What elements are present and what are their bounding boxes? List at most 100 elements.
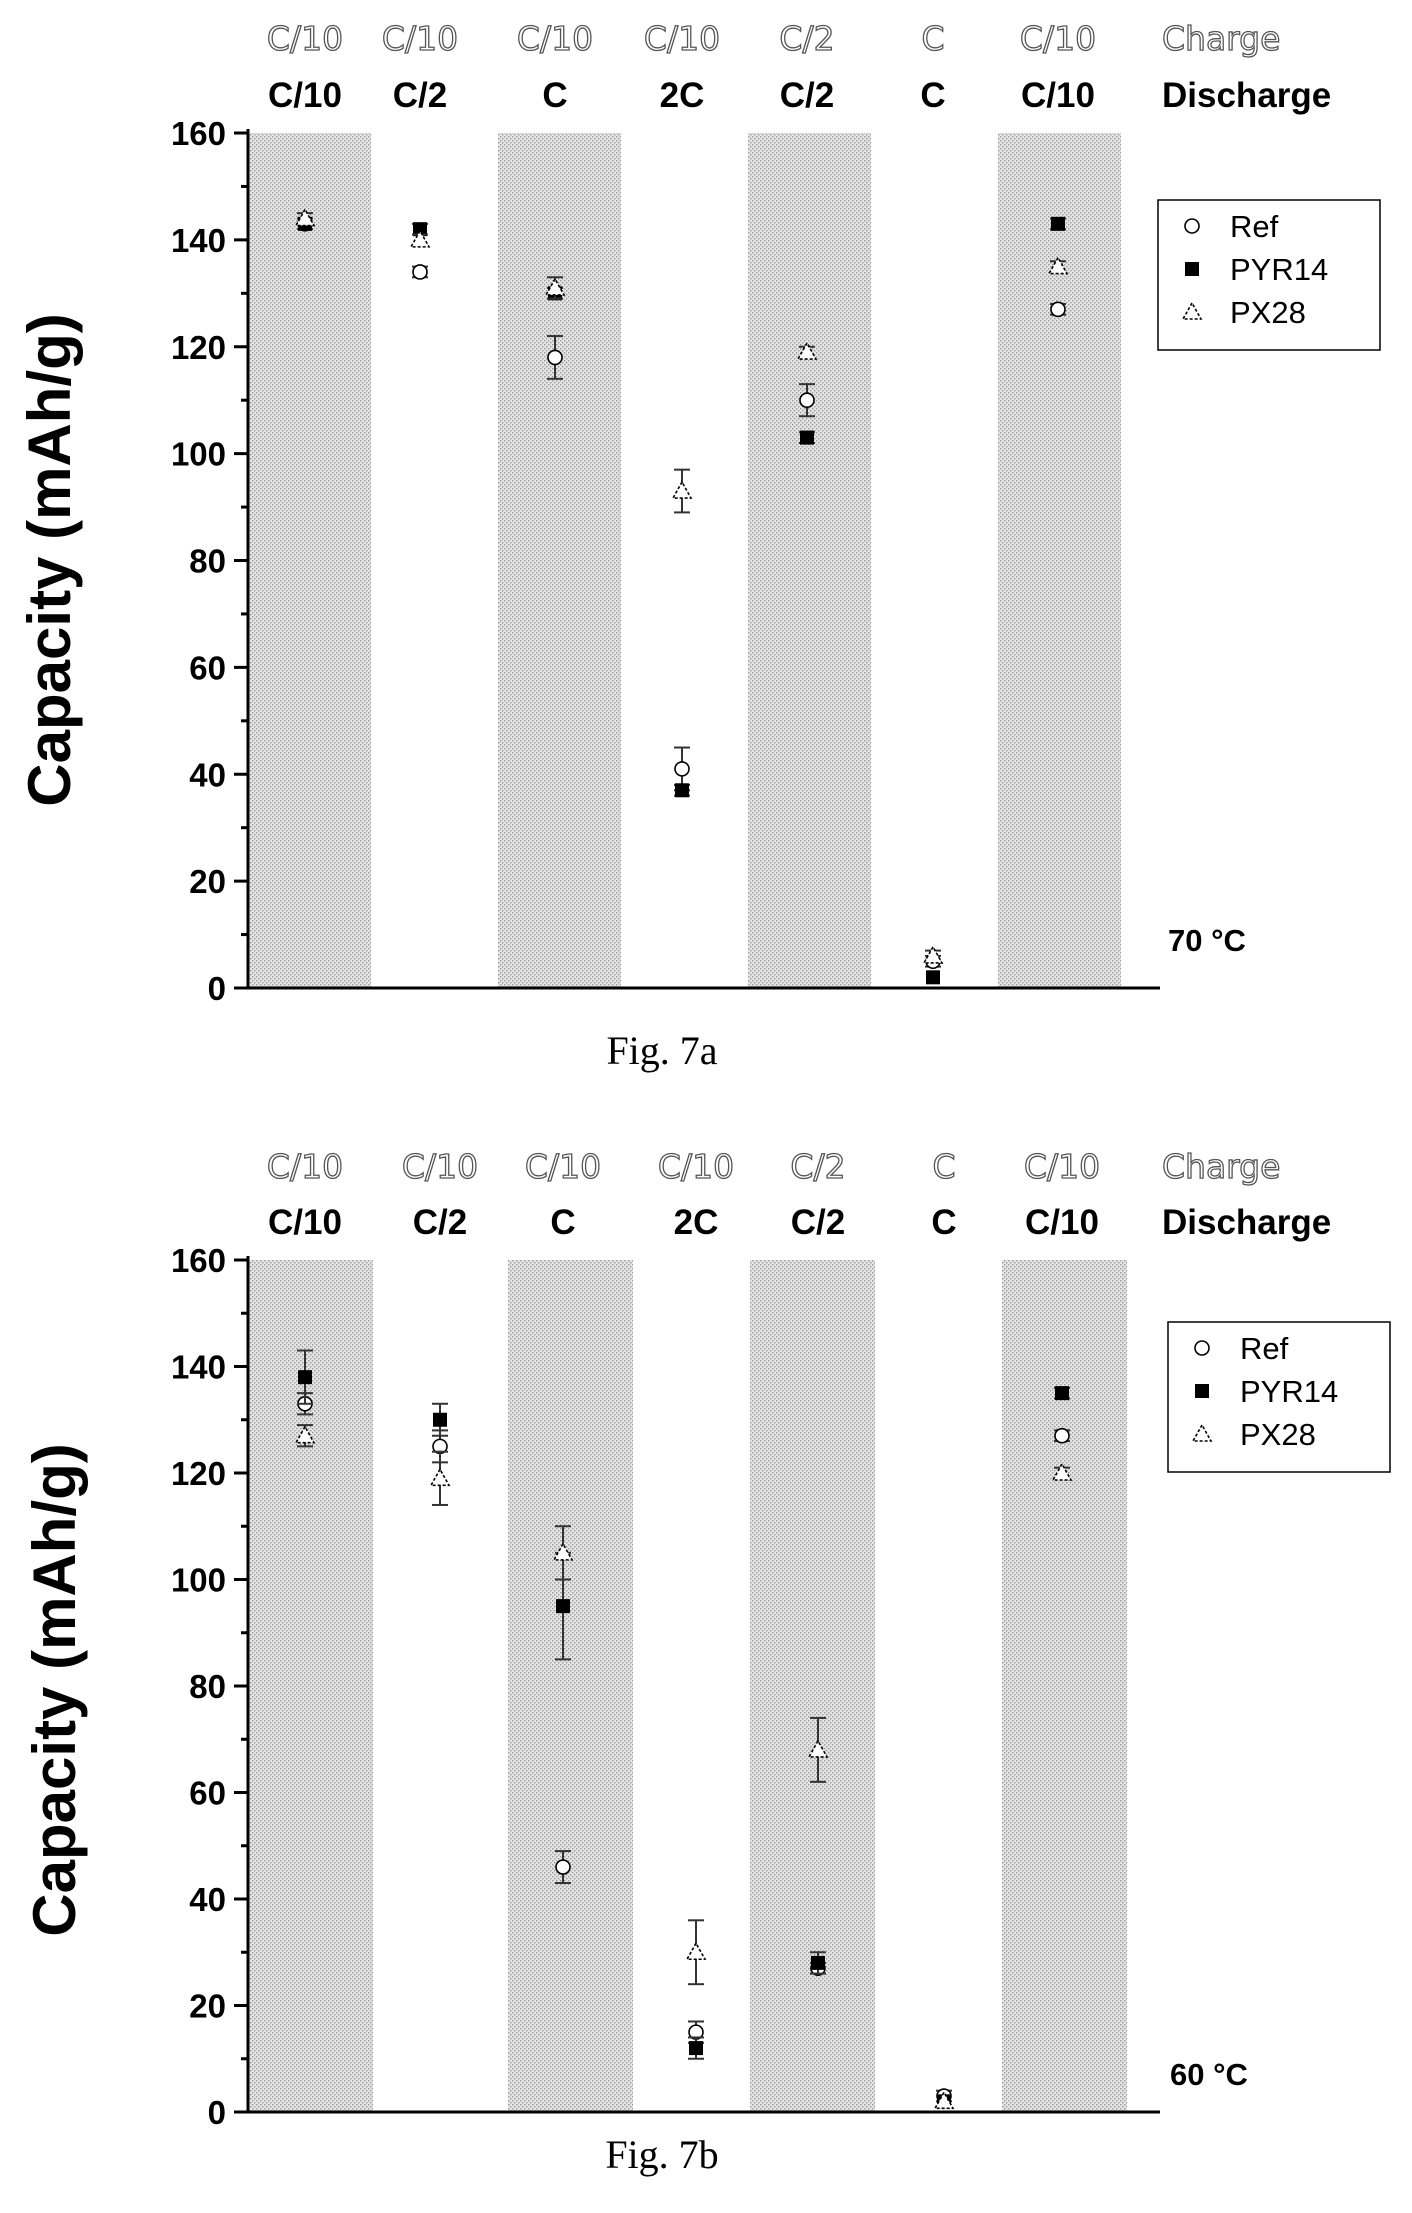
data-point-ref [547, 349, 563, 366]
shaded-band [508, 1260, 633, 2112]
charge-rate-label: C/10 [267, 19, 343, 58]
shaded-band [248, 133, 371, 988]
discharge-rate-label: C/10 [1021, 76, 1095, 115]
data-point-px28 [1051, 1462, 1073, 1481]
charge-rate-label: C/10 [267, 1147, 343, 1186]
y-tick-label: 20 [189, 863, 226, 900]
legend-label: Ref [1240, 1331, 1289, 1366]
legend-label: PX28 [1230, 295, 1306, 330]
temperature-label: 60 °C [1170, 2057, 1248, 2092]
data-point-pyr14 [675, 783, 689, 798]
discharge-rate-label: C/10 [1025, 1203, 1099, 1242]
data-point-px28 [933, 2090, 955, 2110]
data-point-ref [799, 392, 815, 408]
legend-marker-ref [1194, 1340, 1210, 1356]
data-point-px28 [552, 1542, 574, 1561]
discharge-rate-label: C [550, 1203, 575, 1242]
y-tick-label: 120 [171, 1455, 226, 1492]
legend-label: Ref [1230, 209, 1279, 244]
y-tick-label: 80 [189, 543, 226, 580]
data-point-px28 [1047, 255, 1069, 275]
data-point-pyr14 [433, 1412, 447, 1427]
y-tick-label: 120 [171, 329, 226, 366]
charge-rate-label: C/10 [382, 19, 458, 58]
shaded-band [1002, 1260, 1127, 2112]
data-point-ref [674, 761, 690, 777]
legend-marker-pyr14 [1195, 1384, 1209, 1398]
charge-rate-label: C/2 [790, 1147, 845, 1186]
charge-rate-label: C/10 [1020, 19, 1096, 58]
discharge-rate-label: C/2 [791, 1203, 845, 1242]
chart-panel-1: 0 20 40 60 80 100 120 140 160 Capacity (mAh/g) C/1… [16, 18, 1381, 1073]
data-point-ref [1054, 1427, 1070, 1444]
y-tick-label: 140 [171, 1349, 226, 1386]
legend-label: PYR14 [1230, 252, 1328, 287]
charge-rate-label: C [921, 19, 944, 58]
data-point-px28 [796, 341, 818, 360]
data-point-pyr14 [811, 1955, 825, 1970]
charge-rate-label: C/2 [779, 19, 834, 58]
data-point-px28 [685, 1941, 707, 1961]
data-point-pyr14 [298, 1370, 312, 1385]
discharge-rate-label: C [542, 76, 567, 115]
shaded-band [750, 1260, 875, 2112]
y-tick-label: 100 [171, 436, 226, 473]
data-point-px28 [409, 229, 431, 248]
charge-rate-label: C/10 [644, 19, 720, 58]
data-point-px28 [294, 1425, 316, 1444]
figure-caption: Fig. 7a [606, 1028, 717, 1073]
data-point-px28 [544, 277, 566, 296]
y-axis-title: Capacity (mAh/g) [21, 1443, 88, 1936]
data-point-pyr14 [689, 2041, 703, 2056]
discharge-rate-label: C/2 [393, 76, 447, 115]
shaded-band [748, 133, 871, 988]
y-tick-label: 160 [171, 1242, 226, 1279]
shaded-band [248, 1260, 373, 2112]
discharge-rate-label: C/2 [780, 76, 834, 115]
discharge-rate-label: 2C [674, 1203, 719, 1242]
y-tick-label: 140 [171, 222, 226, 259]
discharge-rate-label: C/10 [268, 1203, 342, 1242]
data-point-pyr14 [556, 1599, 570, 1614]
temperature-label: 70 °C [1168, 923, 1246, 958]
charge-rate-label: C/10 [402, 1147, 478, 1186]
discharge-rate-label: C [920, 76, 945, 115]
data-point-px28 [671, 480, 693, 499]
charge-row-label: Charge [1162, 1147, 1280, 1186]
charge-rate-label: C/10 [525, 1147, 601, 1186]
data-point-px28 [807, 1739, 829, 1758]
charge-rate-label: C/10 [658, 1147, 734, 1186]
y-tick-label: 60 [189, 1775, 226, 1812]
y-tick-label: 160 [171, 115, 226, 152]
data-point-px28 [294, 207, 316, 227]
y-axis-title: Capacity (mAh/g) [16, 313, 83, 806]
chart-panel-2: 0 20 40 60 80 100 120 140 160 Capacity (mAh/g) C/1… [21, 1146, 1391, 2177]
y-tick-label: 0 [208, 2094, 226, 2131]
y-tick-label: 0 [208, 970, 226, 1007]
data-point-ref [1050, 301, 1066, 318]
shaded-band [998, 133, 1121, 988]
charge-rate-label: C/10 [517, 19, 593, 58]
legend-marker-ref [1184, 218, 1200, 234]
figure-caption: Fig. 7b [605, 2132, 718, 2177]
legend-label: PX28 [1240, 1417, 1316, 1452]
y-tick-label: 100 [171, 1562, 226, 1599]
data-point-pyr14 [1055, 1386, 1069, 1401]
legend-marker-px28 [1191, 1423, 1213, 1442]
y-tick-label: 20 [189, 1988, 226, 2025]
y-tick-label: 80 [189, 1668, 226, 1705]
data-point-ref [555, 1859, 571, 1875]
y-tick-label: 40 [189, 1881, 226, 1918]
discharge-row-label: Discharge [1162, 76, 1331, 115]
y-tick-label: 40 [189, 756, 226, 793]
discharge-rate-label: C [931, 1203, 956, 1242]
charge-rate-label: C [932, 1147, 955, 1186]
data-point-pyr14 [1051, 216, 1065, 231]
discharge-rate-label: 2C [660, 76, 705, 115]
legend-label: PYR14 [1240, 1374, 1338, 1409]
charge-rate-label: C/10 [1024, 1147, 1100, 1186]
discharge-rate-label: C/10 [268, 76, 342, 115]
data-point-pyr14 [800, 430, 814, 445]
legend-marker-pyr14 [1185, 262, 1199, 276]
